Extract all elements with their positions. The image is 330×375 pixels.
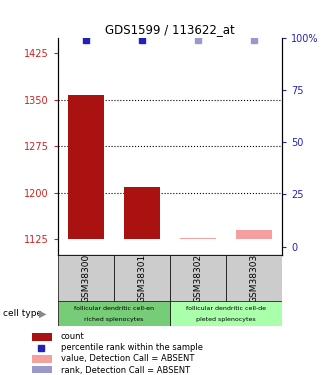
Text: follicular dendritic cell-de: follicular dendritic cell-de xyxy=(186,306,266,311)
Text: percentile rank within the sample: percentile rank within the sample xyxy=(61,344,203,352)
Bar xyxy=(226,255,282,302)
Text: GSM38303: GSM38303 xyxy=(249,254,259,303)
Text: count: count xyxy=(61,332,84,341)
Text: pleted splenocytes: pleted splenocytes xyxy=(196,317,256,322)
Text: value, Detection Call = ABSENT: value, Detection Call = ABSENT xyxy=(61,354,194,363)
Bar xyxy=(170,301,282,326)
Text: riched splenocytes: riched splenocytes xyxy=(84,317,144,322)
Bar xyxy=(58,255,114,302)
Text: GSM38300: GSM38300 xyxy=(81,254,90,303)
Bar xyxy=(58,301,170,326)
Bar xyxy=(32,333,51,341)
Bar xyxy=(32,355,51,363)
Bar xyxy=(114,255,170,302)
Bar xyxy=(236,230,272,240)
Text: GSM38301: GSM38301 xyxy=(137,254,147,303)
Bar xyxy=(68,94,104,240)
Bar xyxy=(124,187,160,240)
Title: GDS1599 / 113622_at: GDS1599 / 113622_at xyxy=(105,23,235,36)
Bar xyxy=(180,238,216,240)
Text: follicular dendritic cell-en: follicular dendritic cell-en xyxy=(74,306,154,311)
Text: ▶: ▶ xyxy=(39,309,47,319)
Bar xyxy=(32,366,51,374)
Text: cell type: cell type xyxy=(3,309,43,318)
Text: rank, Detection Call = ABSENT: rank, Detection Call = ABSENT xyxy=(61,366,190,375)
Bar xyxy=(170,255,226,302)
Text: GSM38302: GSM38302 xyxy=(193,254,203,303)
